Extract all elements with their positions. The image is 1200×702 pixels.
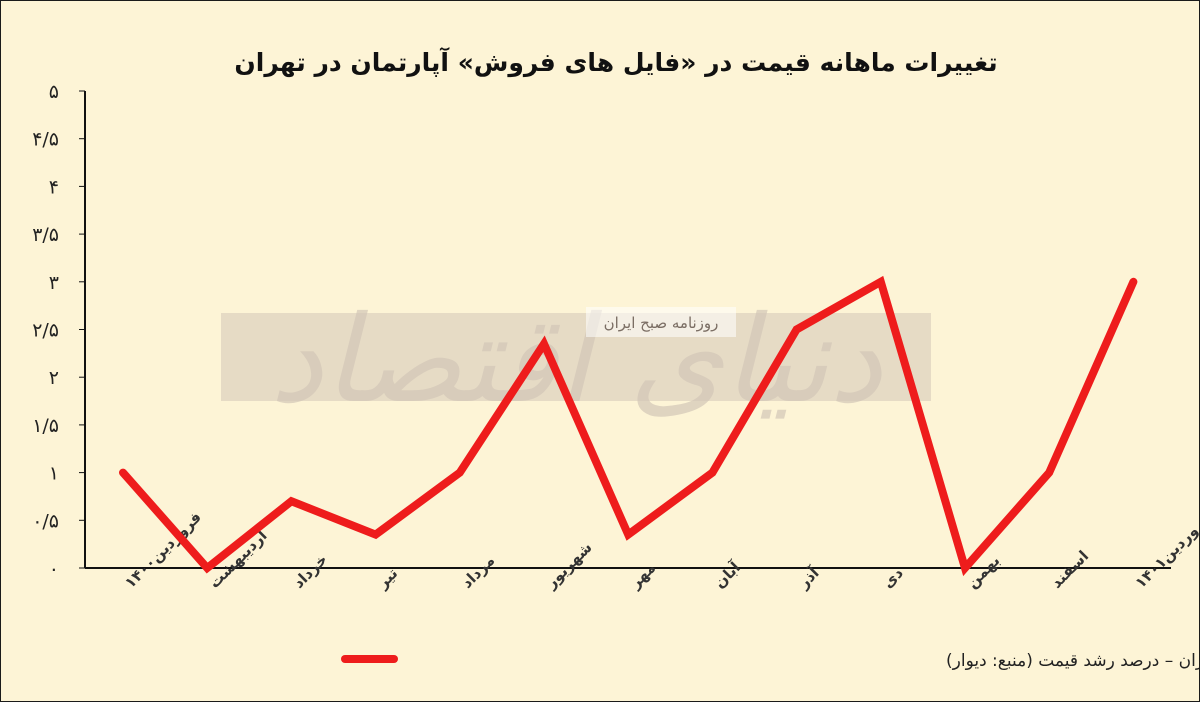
y-tick-label: ۳ — [49, 272, 59, 294]
data-point — [288, 498, 295, 505]
x-tick-label: فروردین۱۴۰۱ — [1132, 508, 1199, 592]
data-point — [120, 469, 126, 476]
x-axis-ticks: فروردین۱۴۰۰ اردیبهشت خرداد تیر مرداد شهریور مه… — [121, 508, 1199, 593]
y-tick-label: ۴/۵ — [32, 129, 59, 151]
y-tick-label: ۱ — [49, 463, 59, 485]
watermark-band — [221, 313, 931, 401]
watermark-caption: روزنامه صبح ایران — [604, 314, 719, 332]
data-point — [962, 565, 968, 571]
data-point — [1130, 278, 1137, 285]
x-tick-label: آبان — [711, 558, 745, 592]
data-point — [372, 531, 379, 538]
data-point — [793, 326, 800, 333]
legend-label: نرخ «تورم پنهان» در بازار مسکن تهران – د… — [946, 651, 1199, 671]
y-tick-label: ۰/۵ — [32, 510, 59, 532]
data-point — [709, 469, 716, 476]
chart-title: تغییرات ماهانه قیمت در «فایل های فروش» آ… — [234, 47, 997, 78]
watermark-caption-box — [586, 307, 736, 337]
x-tick-label: خرداد — [290, 550, 331, 591]
y-tick-label: ۱/۵ — [32, 415, 59, 437]
y-tick-label: ۲ — [49, 367, 59, 389]
x-tick-label: مهر — [626, 559, 660, 593]
x-tick-label: اسفند — [1047, 547, 1092, 592]
y-tick-label: ۵ — [49, 81, 59, 103]
y-tick-label: ۳/۵ — [32, 224, 59, 246]
series-layer — [119, 275, 1138, 577]
x-tick-label: شهریور — [541, 538, 595, 592]
y-tick-label: ۴ — [49, 176, 59, 198]
y-tick-label: ۰ — [49, 558, 59, 580]
data-point — [625, 531, 632, 538]
y-axis-ticks: ۰ ۰/۵ ۱ ۱/۵ ۲ ۲/۵ ۳ ۳/۵ ۴ ۴/۵ ۵ — [32, 81, 85, 580]
x-tick-label: مرداد — [458, 551, 498, 591]
data-point — [541, 340, 547, 347]
data-point — [877, 278, 884, 285]
data-point — [1046, 469, 1053, 476]
y-tick-label: ۲/۵ — [32, 320, 59, 342]
data-point — [456, 469, 463, 476]
data-point — [204, 565, 211, 571]
legend: نرخ «تورم پنهان» در بازار مسکن تهران – د… — [341, 651, 1199, 671]
